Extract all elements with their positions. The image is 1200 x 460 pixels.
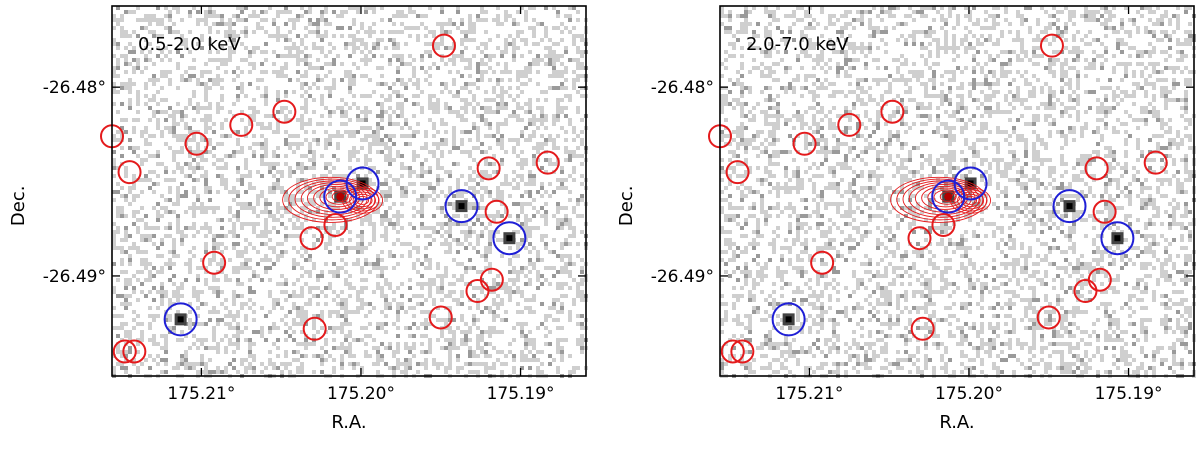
flux-contour [902, 180, 980, 218]
red-source-region [730, 339, 755, 364]
soft-band-label: 0.5-2.0 keV [138, 34, 241, 55]
red-source-region [535, 150, 560, 175]
red-source-region [792, 131, 817, 156]
blue-source-region [931, 179, 966, 214]
flux-contour [349, 191, 377, 210]
flux-contour [313, 185, 361, 210]
blue-source-region [163, 302, 198, 337]
soft-band-x-axis-label: R.A. [331, 412, 366, 433]
red-source-region [428, 305, 453, 330]
flux-contour [953, 189, 988, 212]
red-source-region [1039, 33, 1064, 58]
hard-band-panel: 175.21° 175.20° 175.19° -26.48° -26.49° 2.0-… [616, 5, 1196, 433]
blue-source-region [444, 189, 479, 224]
flux-contour [939, 191, 957, 203]
red-source-region [931, 212, 956, 237]
red-source-region [272, 99, 297, 124]
flux-contour [933, 189, 961, 205]
flux-contour [342, 187, 384, 214]
soft-band-source-regions [100, 33, 560, 364]
blue-source-region [1052, 189, 1087, 224]
hard-band-ticks: 175.21° 175.20° 175.19° -26.48° -26.49° [651, 6, 1194, 404]
blue-source-region [1100, 221, 1135, 256]
red-source-region [112, 339, 137, 364]
y-tick-label: -26.49° [43, 267, 106, 287]
y-tick-label: -26.49° [651, 267, 714, 287]
red-source-region [302, 316, 327, 341]
red-source-region [1092, 199, 1117, 224]
red-source-region [229, 112, 254, 137]
soft-band-panel: 175.21° 175.20° 175.19° -26.48° -26.49° 0.5-… [8, 5, 588, 433]
red-source-region [907, 226, 932, 251]
hard-band-y-axis-label: Dec. [616, 186, 637, 227]
hard-band-frame [719, 5, 1195, 377]
x-tick-label: 175.19° [1095, 384, 1163, 404]
bright-pixel-core [1066, 203, 1073, 210]
red-source-region [431, 33, 456, 58]
flux-contour [957, 191, 985, 210]
bright-pixel-core [506, 235, 513, 242]
red-source-region [122, 339, 147, 364]
red-source-region [184, 131, 209, 156]
soft-band-contours [282, 176, 384, 223]
blue-source-region [492, 221, 527, 256]
flux-contour [325, 189, 353, 205]
x-tick-label: 175.20° [935, 384, 1003, 404]
red-source-region [837, 112, 862, 137]
x-tick-label: 175.21° [167, 384, 235, 404]
hard-band-label: 2.0-7.0 keV [746, 34, 849, 55]
red-source-region [476, 156, 501, 181]
soft-band-ticks: 175.21° 175.20° 175.19° -26.48° -26.49° [43, 6, 586, 404]
image-noise-light [112, 6, 588, 378]
contour-peak [336, 192, 345, 201]
red-source-region [1036, 305, 1061, 330]
flux-contour [921, 185, 969, 210]
red-source-region [720, 339, 745, 364]
bright-pixel-core [1114, 235, 1121, 242]
flux-contour [345, 189, 380, 212]
blue-source-region [771, 302, 806, 337]
blue-source-region [345, 166, 380, 201]
blue-source-region [953, 166, 988, 201]
contour-peak [944, 192, 953, 201]
flux-contour [352, 193, 373, 208]
bright-pixel-core [458, 203, 465, 210]
y-tick-label: -26.48° [651, 78, 714, 98]
red-source-region [1087, 267, 1112, 292]
red-source-region [1084, 156, 1109, 181]
red-source-region [202, 250, 227, 275]
red-source-region [810, 250, 835, 275]
soft-band-frame [111, 5, 587, 377]
flux-contour [331, 191, 349, 203]
x-tick-label: 175.20° [327, 384, 395, 404]
red-source-region [479, 267, 504, 292]
x-tick-label: 175.19° [487, 384, 555, 404]
flux-contour [960, 193, 981, 208]
red-source-region [117, 160, 142, 185]
flux-contour [950, 187, 992, 214]
blue-source-region [323, 179, 358, 214]
red-source-region [910, 316, 935, 341]
soft-band-y-axis-label: Dec. [8, 186, 29, 227]
bright-pixel-core [177, 316, 184, 323]
red-source-region [1143, 150, 1168, 175]
hard-band-contours [890, 176, 992, 223]
hard-band-x-axis-label: R.A. [939, 412, 974, 433]
red-source-region [880, 99, 905, 124]
red-source-region [299, 226, 324, 251]
flux-contour [294, 180, 372, 218]
bright-pixel-core [785, 316, 792, 323]
y-tick-label: -26.48° [43, 78, 106, 98]
x-tick-label: 175.21° [775, 384, 843, 404]
flux-contour [896, 178, 984, 221]
red-source-region [323, 212, 348, 237]
flux-contour [288, 178, 376, 221]
red-source-region [484, 199, 509, 224]
red-source-region [725, 160, 750, 185]
